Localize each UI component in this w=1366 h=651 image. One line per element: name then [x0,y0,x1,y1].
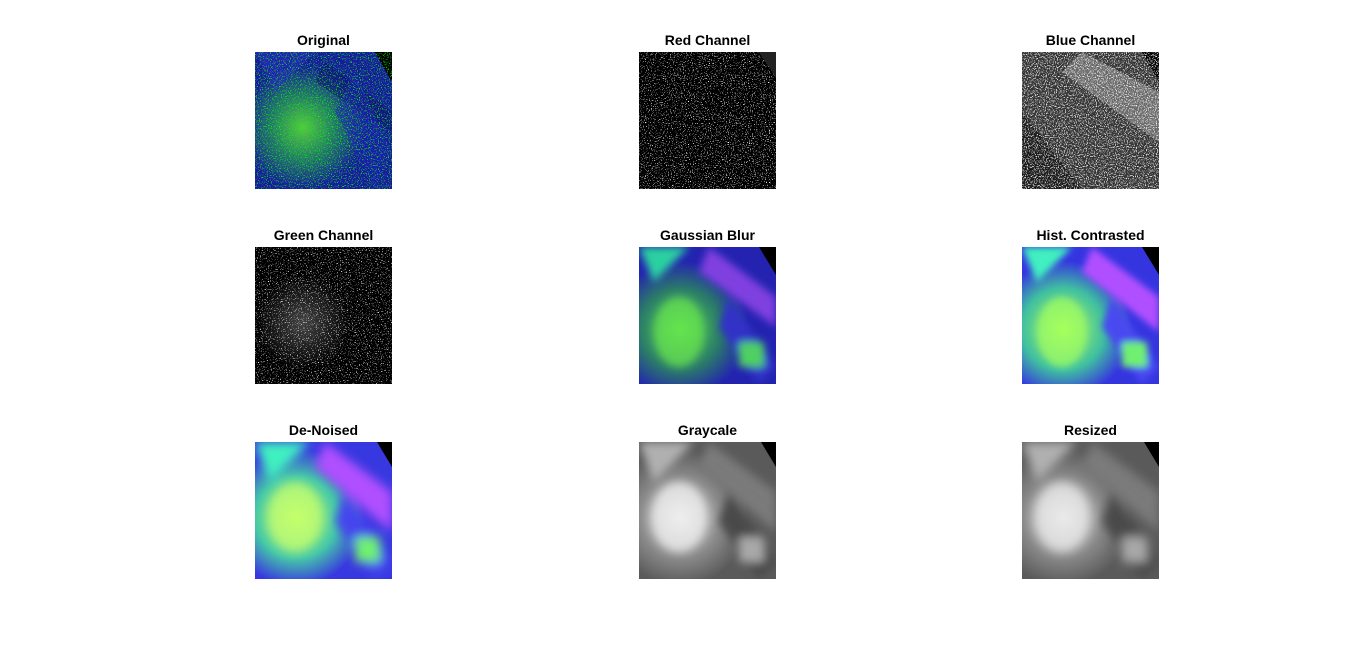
panel-title: Blue Channel [1045,32,1136,48]
panel-red-channel: Red Channel [639,32,776,189]
graycale-image [639,442,776,579]
panel-green-channel: Green Channel [255,227,392,384]
panel-blue-channel: Blue Channel [1022,32,1159,189]
blue-channel-image [1022,52,1159,189]
panel-title: Graycale [677,422,738,438]
panel-hist-contrasted: Hist. Contrasted [1022,227,1159,384]
panel-title: Red Channel [664,32,751,48]
panel-title: Gaussian Blur [660,227,755,243]
de-noised-image [255,442,392,579]
green-channel-image [255,247,392,384]
resized-image [1022,442,1159,579]
panel-title: Resized [1064,422,1117,438]
panel-gaussian-blur: Gaussian Blur [639,227,776,384]
panel-original: Original [255,32,392,189]
panel-title: De-Noised [288,422,359,438]
hist-contrasted-image [1022,247,1159,384]
panel-title: Hist. Contrasted [1036,227,1145,243]
panel-title: Original [297,32,350,48]
original-image [255,52,392,189]
panel-de-noised: De-Noised [255,422,392,579]
panel-title: Green Channel [273,227,374,243]
red-channel-image [639,52,776,189]
panel-graycale: Graycale [639,422,776,579]
panel-resized: Resized [1022,422,1159,579]
gaussian-blur-image [639,247,776,384]
